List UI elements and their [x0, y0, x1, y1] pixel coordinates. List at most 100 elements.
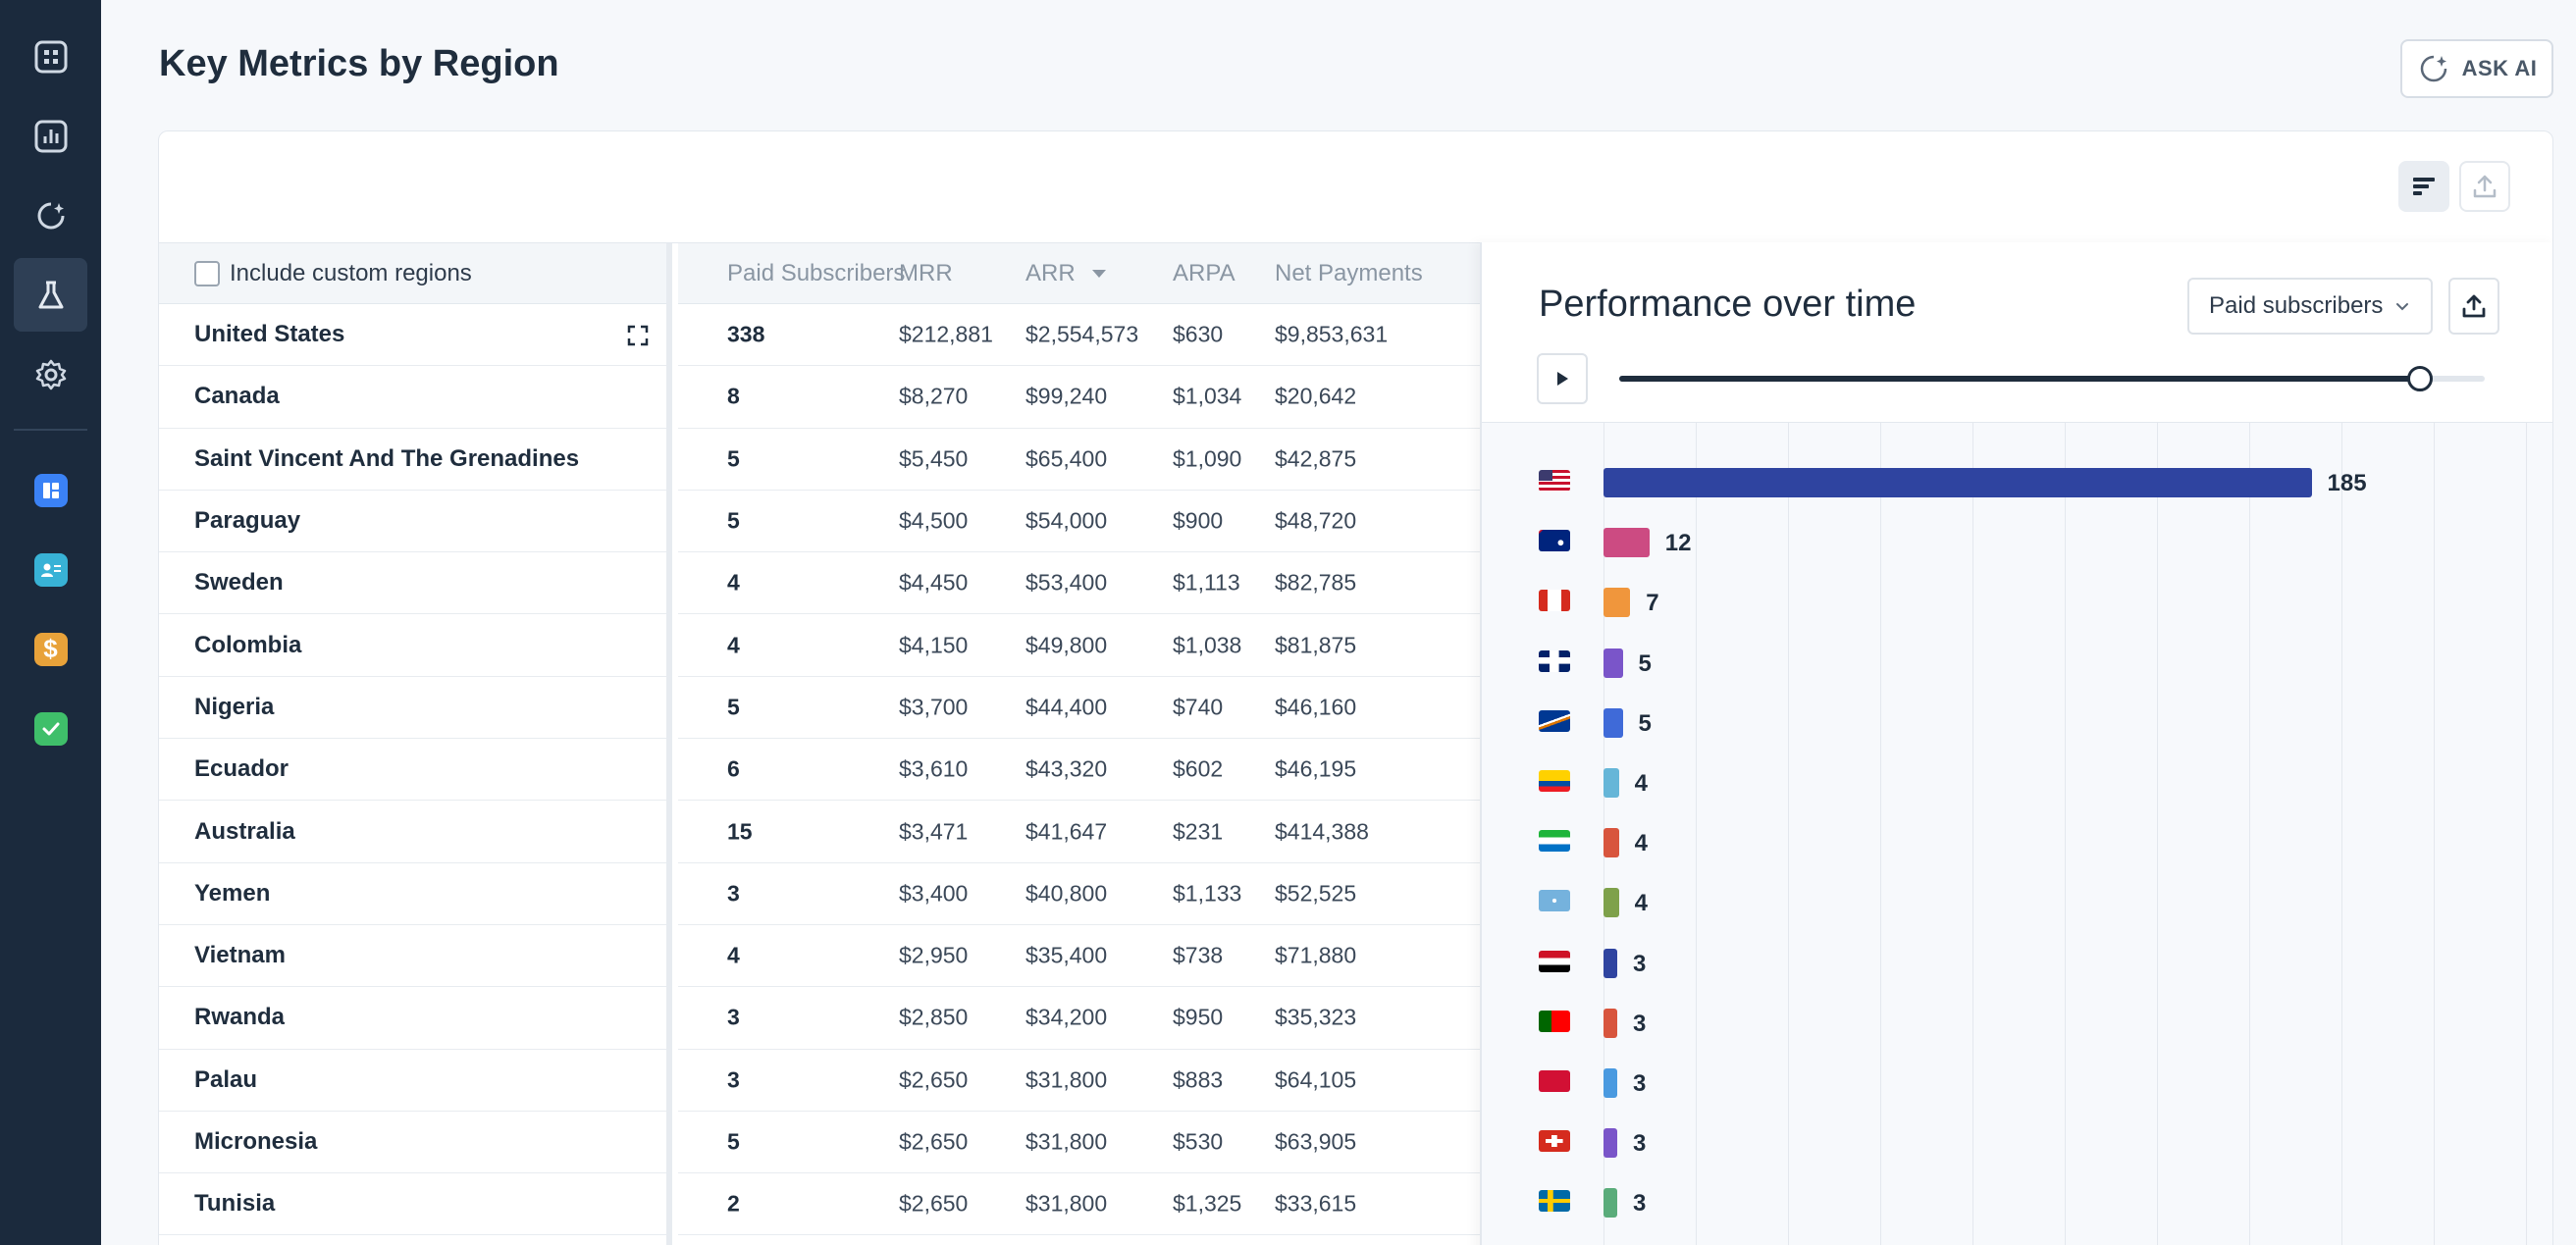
chart-gridline [1972, 423, 1973, 1245]
chart-bar[interactable] [1603, 528, 1650, 558]
chart-bar[interactable] [1603, 1008, 1617, 1038]
table-row[interactable]: 4 $2,950 $35,400 $738 $71,880 [678, 925, 1480, 988]
chart-bar-row[interactable]: 5 [1482, 707, 2552, 738]
chart-bar-row[interactable]: 4 [1482, 888, 2552, 918]
region-name: Sweden [194, 569, 284, 597]
table-row[interactable]: 5 $2,650 $31,800 $530 $63,905 [678, 1112, 1480, 1174]
time-slider[interactable] [1619, 366, 2485, 391]
boards-app-icon[interactable] [14, 453, 87, 527]
play-button[interactable] [1537, 353, 1588, 404]
table-row[interactable]: 5 $4,500 $54,000 $900 $48,720 [678, 491, 1480, 553]
chart-bar[interactable] [1603, 828, 1619, 858]
mrr-cell: $2,950 [899, 942, 969, 968]
chart-bar[interactable] [1603, 707, 1623, 738]
arr-header-label: ARR [1025, 259, 1076, 286]
paid-subscribers-cell: 8 [727, 383, 740, 409]
table-row[interactable]: Colombia [159, 614, 666, 677]
bar-view-button[interactable] [2398, 161, 2449, 212]
table-row[interactable]: Australia [159, 801, 666, 863]
chart-bar[interactable] [1603, 948, 1617, 978]
chart-bar-row[interactable]: 3 [1482, 1008, 2552, 1038]
table-row[interactable]: 3 $3,400 $40,800 $1,133 $52,525 [678, 863, 1480, 925]
table-row[interactable]: 15 $3,471 $41,647 $231 $414,388 [678, 801, 1480, 863]
metric-select-value: Paid subscribers [2209, 292, 2384, 319]
chart-bar-row[interactable]: 3 [1482, 1068, 2552, 1098]
labs-flask-icon[interactable] [14, 258, 87, 332]
table-row[interactable]: Saint Vincent And The Grenadines [159, 429, 666, 491]
mrr-cell: $3,610 [899, 755, 969, 782]
billing-app-icon[interactable]: $ [14, 612, 87, 686]
table-row[interactable]: 6 $3,610 $43,320 $602 $46,195 [678, 739, 1480, 802]
mrr-cell: $5,450 [899, 445, 969, 472]
table-row[interactable]: 3 $2,850 $34,200 $950 $35,323 [678, 987, 1480, 1050]
settings-gear-icon[interactable] [14, 337, 87, 411]
table-row[interactable]: Nigeria [159, 677, 666, 740]
chart-bar[interactable] [1603, 648, 1623, 678]
chart-bar[interactable] [1603, 468, 2312, 497]
chart-gridline [2065, 423, 2066, 1245]
mrr-cell: $3,471 [899, 818, 969, 845]
panel-title: Performance over time [1539, 284, 1917, 325]
chart-bar-row[interactable]: 185 [1482, 468, 2552, 497]
metric-select[interactable]: Paid subscribers [2187, 278, 2433, 335]
chart-bar[interactable] [1603, 888, 1619, 918]
chart-bar-row[interactable]: 3 [1482, 1188, 2552, 1219]
table-row[interactable]: 338 $212,881 $2,554,573 $630 $9,853,631 [678, 304, 1480, 367]
paid-subscribers-cell: 3 [727, 1066, 740, 1093]
export-button[interactable] [2459, 161, 2510, 212]
table-row[interactable]: Canada [159, 366, 666, 429]
net-payments-header[interactable]: Net Payments [1275, 259, 1423, 286]
chart-bar[interactable] [1603, 1068, 1617, 1098]
table-row[interactable]: Tunisia [159, 1173, 666, 1236]
mrr-header[interactable]: MRR [899, 259, 953, 286]
mrr-cell: $4,500 [899, 507, 969, 534]
chart-bar-row[interactable]: 3 [1482, 1128, 2552, 1159]
chart-bar-row[interactable]: 5 [1482, 648, 2552, 678]
chart-bar[interactable] [1603, 1188, 1617, 1219]
table-row[interactable]: 3 $2,650 $31,800 $883 $64,105 [678, 1050, 1480, 1112]
arr-header[interactable]: ARR [1025, 260, 1107, 287]
expand-icon[interactable] [627, 325, 649, 346]
arpa-cell: $1,325 [1173, 1190, 1242, 1217]
time-slider-handle[interactable] [2406, 366, 2433, 391]
ai-spark-icon[interactable] [14, 179, 87, 252]
table-row[interactable]: United States [159, 304, 666, 367]
arpa-cell: $900 [1173, 507, 1224, 534]
chart-bar[interactable] [1603, 1128, 1617, 1159]
table-row[interactable]: Vietnam [159, 925, 666, 988]
net-payments-cell: $35,323 [1275, 1004, 1357, 1030]
upload-icon [2473, 175, 2497, 198]
table-row[interactable]: 5 $5,450 $65,400 $1,090 $42,875 [678, 429, 1480, 491]
table-row[interactable]: Palau [159, 1050, 666, 1112]
contacts-app-icon[interactable] [14, 533, 87, 606]
include-custom-checkbox[interactable] [194, 260, 220, 286]
paid-subscribers-cell: 4 [727, 569, 740, 596]
table-row[interactable]: Sweden [159, 552, 666, 615]
chart-bar-row[interactable]: 4 [1482, 828, 2552, 858]
table-row[interactable]: 4 $4,150 $49,800 $1,038 $81,875 [678, 614, 1480, 677]
paid-subscribers-header[interactable]: Paid Subscribers [727, 259, 906, 286]
paid-subscribers-cell: 5 [727, 1128, 740, 1155]
chart-bar[interactable] [1603, 768, 1619, 798]
table-row[interactable]: Micronesia [159, 1112, 666, 1174]
table-row[interactable]: 5 $3,700 $44,400 $740 $46,160 [678, 677, 1480, 740]
chart-export-button[interactable] [2448, 278, 2499, 335]
table-row[interactable]: Ecuador [159, 739, 666, 802]
table-row[interactable]: Rwanda [159, 987, 666, 1050]
chart-bar-row[interactable]: 3 [1482, 948, 2552, 978]
chart-bar[interactable] [1603, 588, 1631, 618]
arpa-header[interactable]: ARPA [1173, 259, 1235, 286]
tasks-app-icon[interactable] [14, 692, 87, 765]
table-row[interactable]: Yemen [159, 863, 666, 925]
table-row[interactable]: 4 $4,450 $53,400 $1,113 $82,785 [678, 552, 1480, 615]
arr-cell: $41,647 [1025, 818, 1108, 845]
chart-bar-row[interactable]: 4 [1482, 768, 2552, 798]
table-row[interactable]: 8 $8,270 $99,240 $1,034 $20,642 [678, 366, 1480, 429]
dashboard-icon[interactable] [14, 20, 87, 93]
chart-bar-row[interactable]: 12 [1482, 528, 2552, 558]
ask-ai-button[interactable]: ASK AI [2400, 39, 2553, 98]
table-row[interactable]: 2 $2,650 $31,800 $1,325 $33,615 [678, 1173, 1480, 1236]
table-row[interactable]: Paraguay [159, 491, 666, 553]
chart-bar-row[interactable]: 7 [1482, 588, 2552, 618]
reports-icon[interactable] [14, 99, 87, 173]
